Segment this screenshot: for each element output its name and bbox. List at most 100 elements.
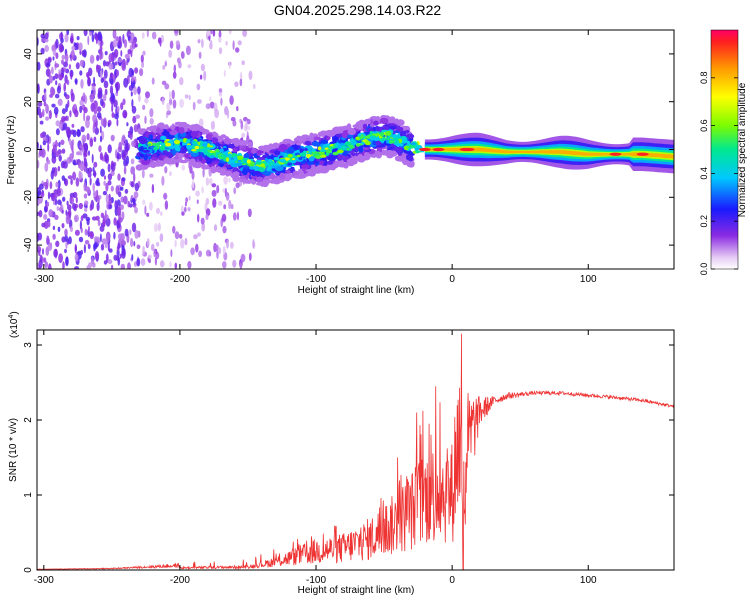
noise-blob (121, 177, 126, 182)
signal-blob (159, 160, 165, 167)
noise-blob (100, 47, 103, 55)
noise-blob (74, 253, 79, 262)
noise-blob (61, 223, 65, 229)
noise-blob (110, 185, 114, 192)
noise-blob (105, 182, 109, 192)
spec-ytick-label: -20 (23, 190, 34, 205)
noise-blob (206, 30, 211, 37)
noise-blob (68, 63, 72, 70)
noise-blob (110, 134, 115, 142)
noise-blob (109, 85, 114, 95)
noise-blob (92, 190, 97, 198)
noise-blob (77, 129, 81, 137)
noise-blob (123, 77, 129, 88)
noise-blob (45, 104, 49, 114)
signal-knot (364, 135, 370, 139)
noise-blob (52, 144, 58, 155)
spec-xtick-label: 100 (580, 274, 597, 285)
noise-blob (60, 139, 65, 146)
noise-blob (156, 207, 160, 214)
noise-blob (118, 141, 122, 151)
noise-blob (54, 214, 59, 220)
noise-blob (83, 30, 88, 37)
noise-blob (55, 128, 60, 136)
noise-blob (202, 167, 205, 178)
noise-blob (120, 263, 125, 269)
signal-knot (334, 144, 339, 148)
signal-blob (231, 137, 241, 145)
signal-knot (236, 155, 244, 160)
noise-blob (55, 240, 60, 247)
noise-blob (136, 244, 141, 249)
noise-blob (169, 40, 174, 49)
noise-blob (65, 126, 71, 135)
signal-blob (232, 175, 240, 182)
noise-blob (84, 200, 89, 206)
signal-knot (258, 167, 265, 173)
noise-blob (96, 202, 100, 212)
noise-blob (235, 47, 240, 53)
signal-knot (233, 156, 238, 161)
spectrogram-y-label: Frequency (Hz) (6, 116, 17, 185)
noise-blob (130, 166, 136, 175)
signal-knot (194, 145, 200, 150)
noise-blob (142, 199, 146, 205)
noise-blob (40, 47, 45, 55)
noise-blob (70, 35, 74, 44)
chart-title: GN04.2025.298.14.03.R22 (273, 2, 442, 18)
noise-blob (66, 79, 70, 86)
signal-knot (355, 136, 360, 140)
noise-blob (64, 178, 69, 187)
signal-blob (232, 171, 240, 177)
signal-knot (344, 141, 352, 146)
noise-blob (102, 190, 107, 196)
noise-blob (116, 69, 119, 77)
snr-frame (36, 329, 675, 571)
noise-blob (107, 144, 112, 154)
noise-blob (115, 185, 120, 195)
noise-blob (37, 160, 40, 169)
noise-blob (197, 213, 200, 223)
noise-blob (52, 49, 57, 56)
noise-blob (121, 63, 126, 71)
noise-blob (205, 249, 211, 257)
noise-blob (108, 63, 114, 70)
noise-blob (133, 172, 136, 183)
noise-blob (121, 240, 127, 246)
noise-blob (86, 264, 91, 269)
noise-blob (56, 187, 61, 197)
noise-blob (97, 219, 101, 227)
noise-blob (209, 178, 213, 185)
noise-blob (47, 142, 50, 152)
noise-blob (74, 215, 78, 223)
noise-blob (65, 68, 70, 74)
noise-blob (49, 181, 53, 190)
noise-blob (168, 49, 173, 58)
noise-blob (43, 257, 47, 263)
noise-blob (123, 39, 128, 48)
noise-blob (149, 201, 153, 211)
colorbar-tick-label: 0.8 (699, 72, 709, 85)
hot-spot-4 (609, 152, 622, 156)
signal-blob (388, 125, 397, 130)
noise-blob (223, 176, 228, 185)
noise-blob (38, 249, 41, 257)
noise-blob (221, 213, 227, 222)
hot-spot-3 (462, 147, 475, 152)
noise-blob (198, 250, 203, 258)
noise-blob (184, 237, 188, 246)
noise-blob (108, 203, 113, 210)
noise-blob (222, 245, 226, 255)
signal-blob (310, 166, 319, 170)
noise-blob (192, 101, 196, 111)
signal-knot (174, 139, 181, 145)
noise-blob (116, 207, 122, 216)
noise-blob (205, 103, 211, 110)
signal-blob (142, 149, 150, 153)
noise-blob (131, 75, 134, 83)
noise-blob (124, 142, 129, 153)
noise-blob (134, 43, 138, 48)
noise-blob (119, 204, 124, 210)
noise-blob (80, 227, 83, 234)
noise-blob (61, 148, 66, 154)
